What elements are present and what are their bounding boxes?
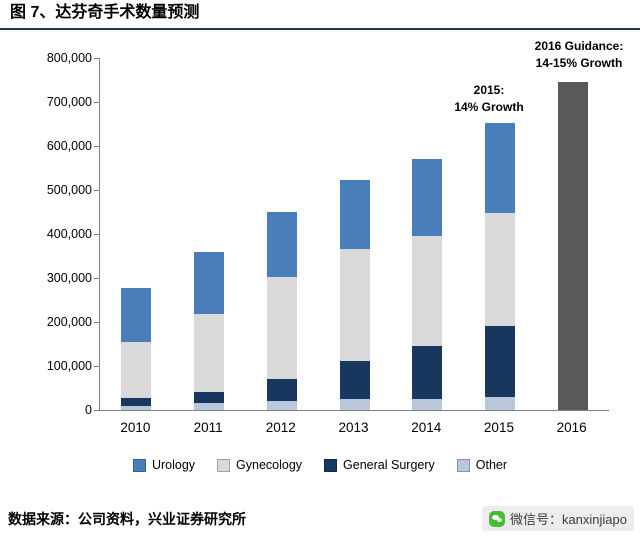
stacked-bar-2013 xyxy=(339,179,370,410)
wechat-icon xyxy=(488,510,505,527)
stacked-bar-2012 xyxy=(266,212,297,410)
legend-swatch xyxy=(324,458,338,472)
annotation-2015-line1: 2015: xyxy=(473,83,505,97)
y-tick-label: 0 xyxy=(85,403,92,417)
bar-segment-general-surgery xyxy=(194,392,225,404)
y-tick-mark xyxy=(94,278,100,279)
bar-segment-gynecology xyxy=(266,276,297,380)
annotation-2015: 2015: 14% Growth xyxy=(433,82,545,116)
y-tick-label: 700,000 xyxy=(46,95,92,109)
y-tick-mark xyxy=(94,146,100,147)
bar-slot-2011 xyxy=(173,58,246,410)
bar-segment-urology xyxy=(194,251,225,315)
legend-item-gynecology: Gynecology xyxy=(217,458,302,472)
x-tick-label: 2010 xyxy=(120,420,151,435)
x-tick-label: 2016 xyxy=(556,420,587,435)
bar-segment-gynecology xyxy=(121,341,152,398)
bar-slot-2016 xyxy=(536,58,609,410)
y-tick-label: 100,000 xyxy=(46,359,92,373)
bar-segment-urology xyxy=(266,212,297,277)
bar-segment-general-surgery xyxy=(121,397,152,406)
y-tick-mark xyxy=(94,102,100,103)
bar-slot-2010 xyxy=(100,58,173,410)
stacked-bar-2016 xyxy=(557,82,588,410)
annotation-2015-line2: 14% Growth xyxy=(454,100,524,114)
legend-swatch xyxy=(132,458,146,472)
footer: 数据来源：公司资料，兴业证券研究所 微信号：kanxinjiapo xyxy=(0,500,640,537)
annotation-2016-line1: 2016 Guidance: xyxy=(534,39,624,53)
bar-segment-gynecology xyxy=(484,212,515,327)
stacked-bar-2015 xyxy=(484,123,515,410)
bar-segment-general-surgery xyxy=(266,379,297,402)
legend-item-other: Other xyxy=(456,458,508,472)
y-axis-labels: 0 100,000 200,000 300,000 400,000 500,000 600,… xyxy=(30,51,92,417)
y-tick-mark xyxy=(94,366,100,367)
y-tick-label: 300,000 xyxy=(46,271,92,285)
legend-label: Urology xyxy=(151,458,196,472)
wechat-watermark: 微信号：kanxinjiapo xyxy=(481,506,634,531)
x-tick-label: 2012 xyxy=(265,420,296,435)
bar-segment-gynecology xyxy=(412,236,443,347)
x-tick-label: 2014 xyxy=(411,420,442,435)
y-tick-label: 200,000 xyxy=(46,315,92,329)
y-tick-label: 400,000 xyxy=(46,227,92,241)
y-tick-mark xyxy=(94,190,100,191)
bar-segment-urology xyxy=(339,179,370,249)
plot-area xyxy=(94,58,609,411)
bar-segment-urology xyxy=(121,287,152,342)
legend-item-general-surgery: General Surgery xyxy=(324,458,435,472)
bar-segment-gynecology xyxy=(194,314,225,393)
bar-segment-general-surgery xyxy=(484,326,515,397)
y-tick-label: 800,000 xyxy=(46,51,92,65)
x-tick-label: 2015 xyxy=(483,420,514,435)
x-tick-label: 2013 xyxy=(338,420,369,435)
stacked-bar-2011 xyxy=(194,251,225,410)
bar-segment-urology xyxy=(412,159,443,237)
y-tick-label: 500,000 xyxy=(46,183,92,197)
y-tick-mark xyxy=(94,322,100,323)
bar-segment-other xyxy=(484,396,515,410)
y-tick-label: 600,000 xyxy=(46,139,92,153)
annotation-2016-line2: 14-15% Growth xyxy=(535,56,623,70)
bar-slot-2014 xyxy=(391,58,464,410)
bar-slot-2013 xyxy=(318,58,391,410)
y-tick-mark xyxy=(94,58,100,59)
bar-segment-general-surgery xyxy=(412,346,443,399)
bar-segment-other xyxy=(266,401,297,410)
bar-slot-2012 xyxy=(245,58,318,410)
bar-segment-2016-guidance xyxy=(557,82,588,410)
wechat-id: 微信号：kanxinjiapo xyxy=(509,512,627,527)
bar-segment-other xyxy=(339,399,370,410)
x-axis-labels: 2010 2011 2012 2013 2014 2015 2016 xyxy=(99,420,608,435)
bar-slot-2015 xyxy=(464,58,537,410)
legend-label: Other xyxy=(475,458,508,472)
y-tick-mark xyxy=(94,410,100,411)
legend-label: Gynecology xyxy=(236,458,303,472)
legend-swatch xyxy=(456,458,470,472)
chart-legend: Urology Gynecology General Surgery Other xyxy=(0,458,640,472)
legend-item-urology: Urology xyxy=(132,458,196,472)
stacked-bar-2014 xyxy=(412,159,443,410)
stacked-bar-2010 xyxy=(121,287,152,410)
bar-segment-urology xyxy=(484,123,515,213)
y-tick-mark xyxy=(94,234,100,235)
figure-title: 图 7、达芬奇手术数量预测 xyxy=(0,0,640,30)
legend-label: General Surgery xyxy=(343,458,435,472)
annotation-2016: 2016 Guidance: 14-15% Growth xyxy=(520,38,638,72)
bar-segment-other xyxy=(194,403,225,410)
bar-segment-other xyxy=(412,399,443,410)
data-source: 数据来源：公司资料，兴业证券研究所 xyxy=(8,510,246,527)
bar-segment-other xyxy=(121,405,152,410)
bar-segment-general-surgery xyxy=(339,360,370,399)
bar-segment-gynecology xyxy=(339,248,370,361)
x-tick-label: 2011 xyxy=(193,420,223,435)
legend-swatch xyxy=(217,458,231,472)
